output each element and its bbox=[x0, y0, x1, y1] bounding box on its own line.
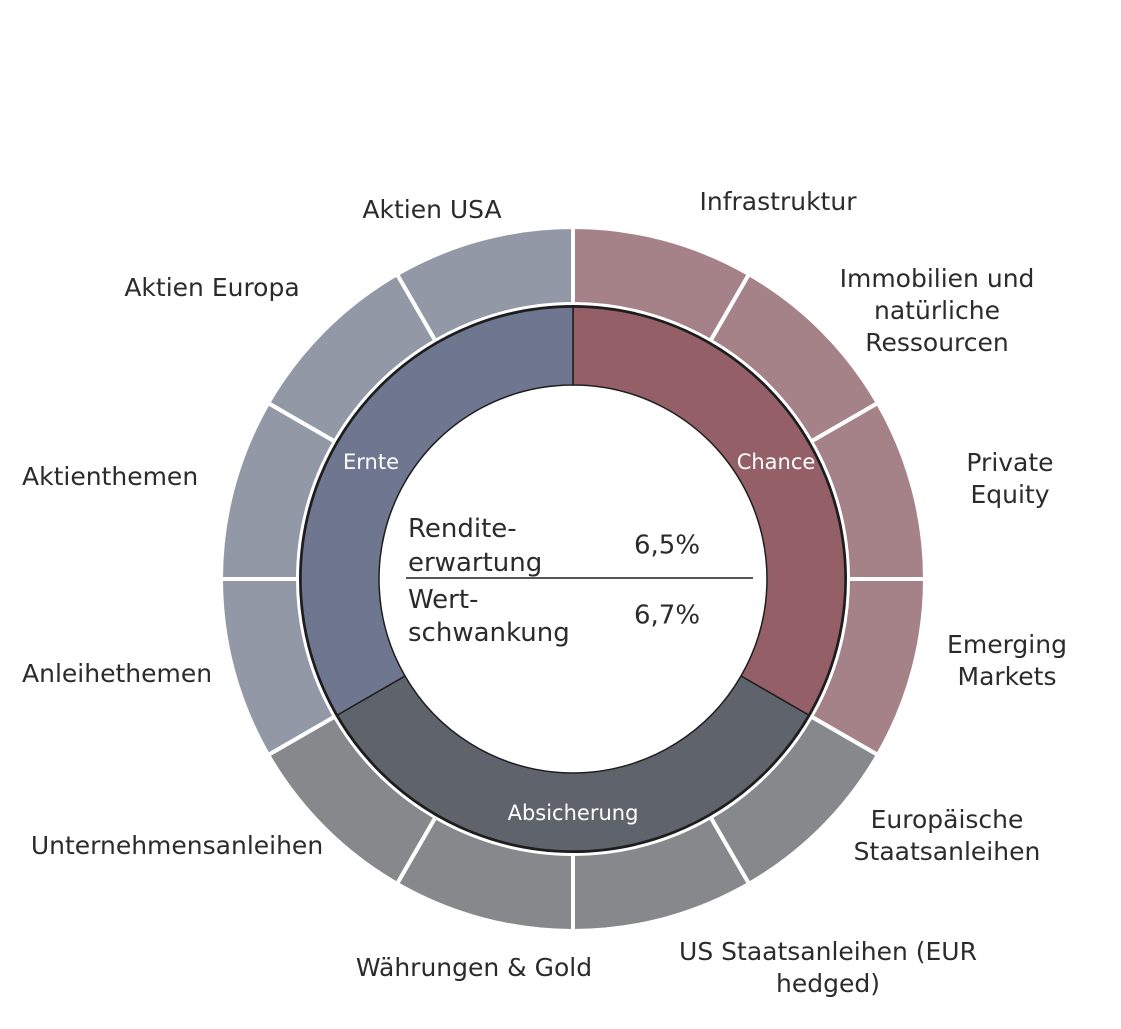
center-summary: Rendite-erwartung 6,5% Wert-schwankung 6,7% bbox=[406, 514, 753, 648]
outer-label-immobilien-und-natuerliche-ressourcen: Immobilien und natürliche Ressourcen bbox=[840, 264, 1035, 357]
inner-label-ernte: Ernte bbox=[343, 450, 399, 474]
outer-label-aktienthemen: Aktienthemen bbox=[22, 462, 198, 491]
outer-label-us-staatsanleihen-eur-hedged: US Staatsanleihen (EUR hedged) bbox=[679, 937, 977, 998]
inner-ring-outline bbox=[299, 305, 847, 853]
center-rendite-erwartung-label: Rendite-erwartung bbox=[408, 514, 542, 578]
inner-slice-absicherung bbox=[336, 674, 810, 852]
outer-label-emerging-markets: Emerging Markets bbox=[947, 630, 1067, 691]
outer-labels: Infrastruktur Immobilien und natürliche Res… bbox=[22, 187, 1067, 998]
inner-label-chance: Chance bbox=[737, 450, 816, 474]
outer-label-aktien-usa: Aktien USA bbox=[362, 195, 501, 224]
outer-label-anleihethemen: Anleihethemen bbox=[22, 659, 212, 688]
outer-ring bbox=[218, 224, 928, 934]
outer-label-private-equity: Private Equity bbox=[966, 448, 1053, 509]
outer-slice-aktien-usa bbox=[394, 224, 575, 344]
outer-label-europaeische-staatsanleihen: Europäische Staatsanleihen bbox=[854, 805, 1041, 866]
center-rendite-erwartung-value: 6,5% bbox=[634, 531, 700, 561]
inner-slice-ernte bbox=[300, 306, 574, 717]
center-wert-schwankung-label: Wert-schwankung bbox=[408, 585, 570, 648]
inner-labels: Chance Absicherung Ernte bbox=[343, 450, 815, 825]
outer-label-infrastruktur: Infrastruktur bbox=[700, 187, 858, 216]
inner-label-absicherung: Absicherung bbox=[508, 801, 639, 825]
inner-ring bbox=[299, 305, 847, 853]
center-wert-schwankung-value: 6,7% bbox=[634, 601, 700, 631]
outer-label-waehrungen-gold: Währungen & Gold bbox=[356, 953, 592, 982]
outer-label-aktien-europa: Aktien Europa bbox=[124, 273, 299, 302]
outer-label-unternehmensanleihen: Unternehmensanleihen bbox=[31, 831, 323, 860]
inner-slice-chance bbox=[572, 306, 846, 717]
